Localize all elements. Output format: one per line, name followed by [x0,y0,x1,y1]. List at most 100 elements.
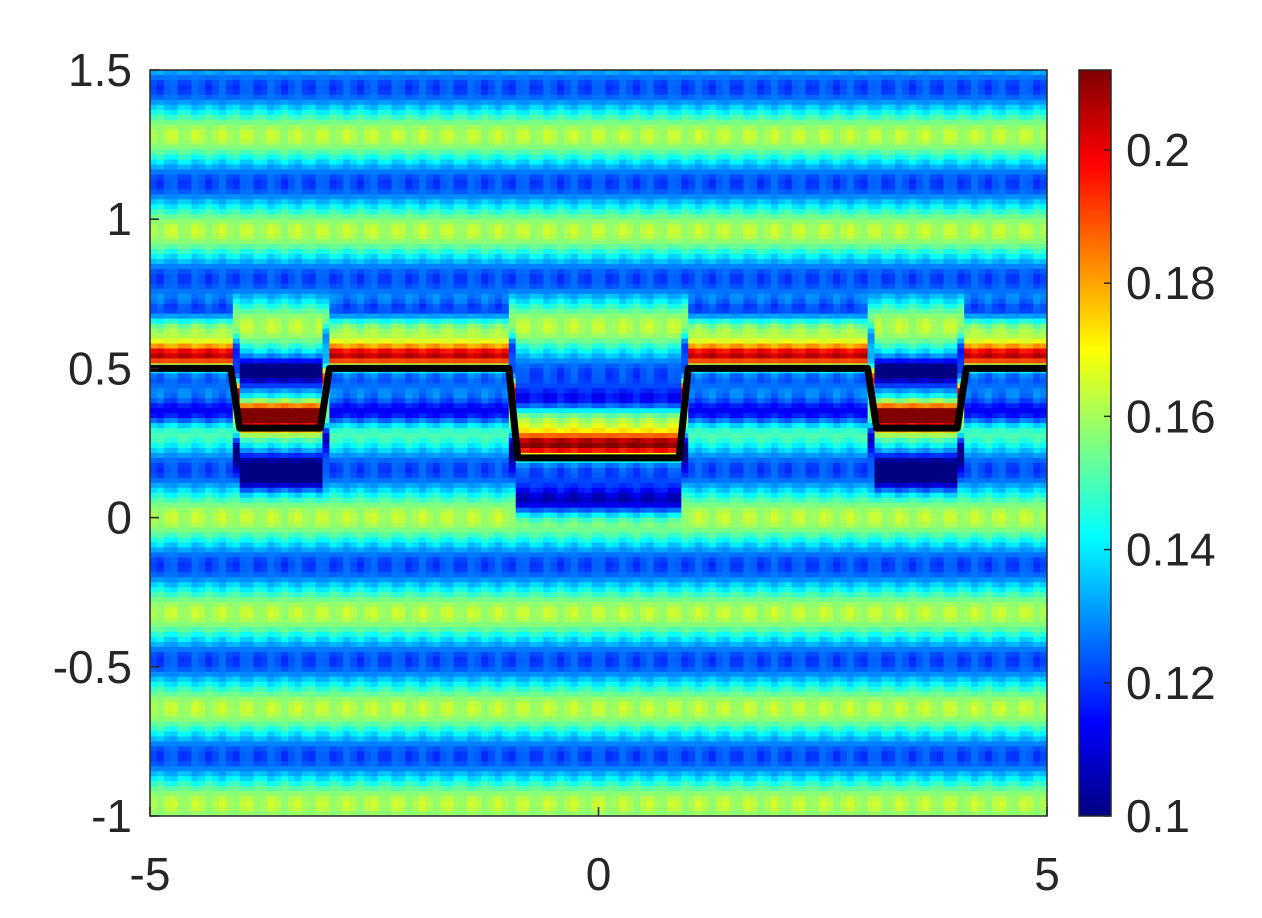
heatmap-cell [385,179,393,185]
heatmap-cell [978,204,986,210]
heatmap-cell [509,120,517,126]
heatmap-cell [185,125,193,131]
heatmap-cell [840,95,848,101]
heatmap-cell [178,160,186,166]
heatmap-cell [875,189,883,195]
heatmap-cell [536,244,544,250]
heatmap-cell [647,90,655,96]
heatmap-cell [674,224,682,230]
heatmap-cell [281,155,289,161]
heatmap-cell [550,189,558,195]
heatmap-cell [516,145,524,151]
heatmap-cell [992,224,1000,230]
heatmap-cell [806,140,814,146]
heatmap-cell [405,169,413,175]
heatmap-cell [985,204,993,210]
heatmap-cell [909,254,917,260]
heatmap-cell [233,164,241,170]
heatmap-cell [964,105,972,111]
heatmap-cell [226,239,234,245]
heatmap-cell [854,174,862,180]
heatmap-cell [309,224,317,230]
heatmap-cell [178,179,186,185]
heatmap-cell [688,135,696,141]
heatmap-cell [626,150,634,156]
heatmap-cell [212,100,220,106]
heatmap-cell [536,160,544,166]
heatmap-cell [964,100,972,106]
heatmap-cell [723,234,731,240]
heatmap-cell [198,130,206,136]
heatmap-cell [550,95,558,101]
heatmap-cell [302,110,310,116]
heatmap-cell [743,179,751,185]
heatmap-cell [799,110,807,116]
heatmap-cell [1026,249,1034,255]
heatmap-cell [350,229,358,235]
heatmap-cell [516,95,524,101]
heatmap-cell [281,70,289,76]
heatmap-cell [806,219,814,225]
heatmap-cell [826,75,834,81]
heatmap-cell [626,189,634,195]
heatmap-cell [578,204,586,210]
heatmap-cell [909,130,917,136]
heatmap-cell [764,110,772,116]
heatmap-cell [185,160,193,166]
heatmap-cell [191,70,199,76]
heatmap-cell [944,115,952,121]
heatmap-cell [523,224,531,230]
heatmap-cell [902,244,910,250]
heatmap-cell [267,115,275,121]
heatmap-cell [371,189,379,195]
heatmap-cell [819,155,827,161]
heatmap-cell [812,174,820,180]
heatmap-cell [502,130,510,136]
heatmap-cell [978,244,986,250]
heatmap-cell [316,160,324,166]
heatmap-cell [702,130,710,136]
heatmap-cell [902,219,910,225]
heatmap-cell [592,130,600,136]
heatmap-cell [219,150,227,156]
heatmap-cell [523,244,531,250]
heatmap-cell [840,100,848,106]
heatmap-cell [785,100,793,106]
heatmap-cell [495,100,503,106]
heatmap-cell [992,169,1000,175]
heatmap-cell [178,145,186,151]
heatmap-cell [274,155,282,161]
heatmap-cell [543,140,551,146]
heatmap-cell [764,105,772,111]
heatmap-cell [212,75,220,81]
heatmap-cell [695,219,703,225]
heatmap-cell [392,115,400,121]
heatmap-cell [557,239,565,245]
heatmap-cell [295,174,303,180]
heatmap-cell [847,229,855,235]
heatmap-cell [557,105,565,111]
heatmap-cell [405,135,413,141]
heatmap-cell [743,125,751,131]
heatmap-cell [702,164,710,170]
heatmap-cell [157,229,165,235]
heatmap-cell [826,244,834,250]
heatmap-cell [226,90,234,96]
heatmap-cell [875,194,883,200]
heatmap-cell [578,174,586,180]
heatmap-cell [523,80,531,86]
heatmap-cell [288,95,296,101]
heatmap-cell [937,199,945,205]
heatmap-cell [785,130,793,136]
heatmap-cell [412,249,420,255]
heatmap-cell [902,150,910,156]
heatmap-cell [992,145,1000,151]
heatmap-cell [474,259,482,265]
heatmap-cell [543,75,551,81]
heatmap-cell [605,219,613,225]
heatmap-cell [640,169,648,175]
heatmap-cell [440,174,448,180]
heatmap-cell [674,130,682,136]
heatmap-cell [495,209,503,215]
heatmap-cell [1013,105,1021,111]
